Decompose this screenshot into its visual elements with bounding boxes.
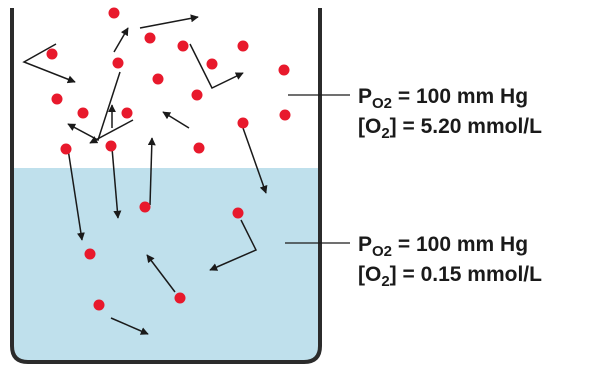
liquid-phase — [14, 168, 318, 360]
oxygen-molecule — [206, 58, 218, 70]
oxygen-molecule — [46, 48, 58, 60]
motion-arrow — [242, 127, 268, 194]
oxygen-molecule — [93, 299, 105, 311]
oxygen-molecule — [105, 140, 117, 152]
oxygen-molecule — [112, 57, 124, 69]
motion-arrow — [113, 27, 129, 53]
oxygen-molecule — [237, 40, 249, 52]
motion-arrow — [89, 119, 134, 144]
oxygen-molecule — [191, 89, 203, 101]
liquid-pressure-label: PO2 = 100 mm Hg — [358, 233, 529, 260]
oxygen-molecule — [60, 143, 72, 155]
oxygen-molecule — [108, 7, 120, 19]
oxygen-molecules — [46, 7, 291, 311]
oxygen-molecule — [139, 201, 151, 213]
oxygen-molecule — [232, 207, 244, 219]
oxygen-molecule — [152, 73, 164, 85]
motion-arrow — [146, 254, 176, 293]
motion-arrows — [22, 14, 268, 335]
gas-pressure-label: PO2 = 100 mm Hg — [358, 85, 529, 112]
motion-arrow — [110, 317, 149, 335]
gas-concentration-label: [O2] = 5.20 mmol/L — [358, 115, 542, 142]
motion-arrow — [189, 43, 244, 89]
oxygen-molecule — [121, 107, 133, 119]
motion-arrow — [162, 111, 190, 129]
motion-arrow — [111, 147, 122, 219]
motion-arrow — [209, 219, 258, 271]
oxygen-molecule — [279, 109, 291, 121]
oxygen-molecule — [177, 40, 189, 52]
motion-arrow — [147, 137, 156, 206]
oxygen-molecule — [278, 64, 290, 76]
motion-arrow — [67, 148, 85, 241]
oxygen-molecule — [193, 142, 205, 154]
oxygen-molecule — [144, 32, 156, 44]
liquid-concentration-label: [O2] = 0.15 mmol/L — [358, 263, 542, 290]
motion-arrow — [22, 43, 76, 84]
oxygen-molecule — [237, 117, 249, 129]
beaker-container — [10, 8, 322, 364]
motion-arrow — [139, 14, 199, 29]
oxygen-molecule — [77, 107, 89, 119]
oxygen-molecule — [174, 292, 186, 304]
oxygen-molecule — [51, 93, 63, 105]
oxygen-molecule — [84, 248, 96, 260]
